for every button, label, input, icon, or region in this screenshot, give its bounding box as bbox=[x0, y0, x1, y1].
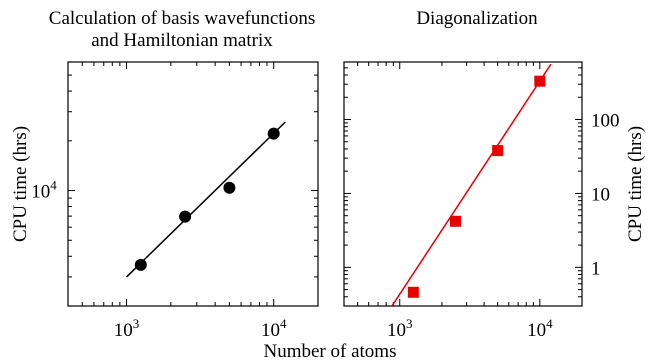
y-tick-label: 100 bbox=[591, 111, 620, 132]
x-axis-label: Number of atoms bbox=[264, 341, 397, 360]
data-point bbox=[492, 145, 503, 156]
fit-line bbox=[392, 64, 551, 306]
x-tick-label: 103 bbox=[114, 316, 139, 341]
data-point bbox=[179, 211, 191, 223]
data-point bbox=[135, 259, 147, 271]
y-tick-label: 1 bbox=[591, 258, 601, 279]
data-point bbox=[450, 216, 461, 227]
panel-2: 1 10 100 Diagonalization CPU time (hrs) bbox=[344, 8, 646, 306]
x-tick-label: 104 bbox=[261, 316, 287, 341]
x-tick-label: 103 bbox=[387, 316, 413, 341]
y-axis-label: CPU time (hrs) bbox=[10, 126, 31, 242]
y-axis-label: CPU time (hrs) bbox=[625, 126, 646, 242]
fit-line bbox=[127, 122, 286, 277]
chart-title: Calculation of basis wavefunctions and Ha… bbox=[49, 8, 315, 51]
chart-title: Diagonalization bbox=[416, 8, 538, 29]
plot-frame bbox=[344, 62, 582, 306]
data-point bbox=[408, 287, 419, 298]
data-point bbox=[268, 128, 280, 140]
data-point bbox=[223, 182, 235, 194]
data-point bbox=[534, 76, 545, 87]
x-tick-label: 104 bbox=[527, 316, 553, 341]
y-tick-label: 10 bbox=[591, 184, 610, 205]
panel-1: Calculation of basis wavefunctions and Ha… bbox=[10, 8, 318, 306]
plot-frame bbox=[68, 62, 318, 306]
y-tick-label: 104 bbox=[31, 178, 57, 203]
